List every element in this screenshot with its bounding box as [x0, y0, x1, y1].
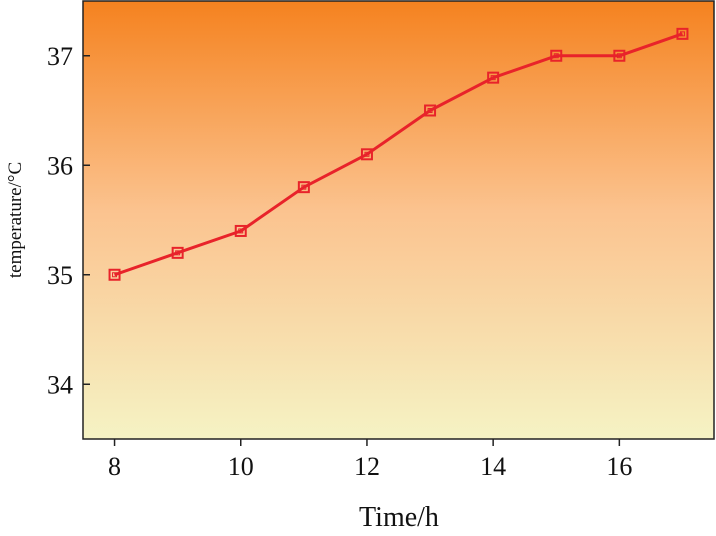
y-tick-label: 35 [47, 261, 73, 290]
x-tick-label: 10 [228, 452, 254, 481]
data-point [424, 104, 437, 117]
y-tick-label: 36 [47, 151, 73, 180]
x-tick-label: 8 [108, 452, 121, 481]
y-axis-title: temperature/°C [5, 162, 26, 278]
plot-frame [82, 0, 715, 440]
data-point [613, 49, 626, 62]
y-tick-label: 37 [47, 42, 73, 71]
data-point [550, 49, 563, 62]
data-point [487, 71, 500, 84]
x-tick-label: 16 [606, 452, 632, 481]
x-tick-label: 12 [354, 452, 380, 481]
data-point [297, 181, 310, 194]
y-tick-label: 34 [47, 370, 73, 399]
plot-background [83, 1, 714, 439]
y-axis: 34 35 36 37 [47, 42, 90, 399]
series-layer [108, 27, 689, 281]
data-point [171, 246, 184, 259]
x-axis: 8 10 12 14 16 [108, 439, 632, 481]
x-tick-label: 14 [480, 452, 506, 481]
data-point [234, 224, 247, 237]
data-point [360, 148, 373, 161]
series-line [114, 32, 683, 277]
x-axis-title: Time/h [359, 502, 439, 533]
data-point [108, 268, 121, 281]
data-point [676, 27, 689, 40]
